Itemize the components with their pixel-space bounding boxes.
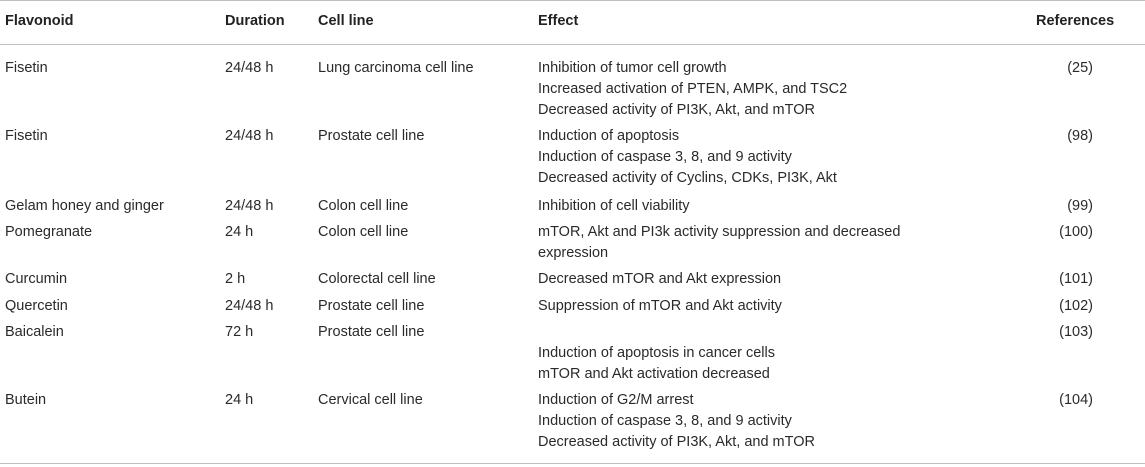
flavonoid-cell: Gelam honey and ginger [5,198,164,214]
effect-cell: Inhibition of cell viability [538,196,690,217]
flavonoid-cell: Curcumin [5,271,68,287]
effect-cell: Decreased mTOR and Akt expression [538,269,781,290]
cell-line-cell: Lung carcinoma cell line [318,60,474,76]
effect-line: mTOR, Akt and PI3k activity suppression … [538,224,901,240]
flavonoid-cell: Baicalein [5,324,64,340]
effect-line: Inhibition of tumor cell growth [538,60,727,76]
effect-line: Induction of apoptosis in cancer cells [538,345,775,361]
reference-cell: (100) [1059,224,1093,240]
effect-cell: Induction of G2/M arrest Induction of ca… [538,390,815,453]
duration-cell: 24 h [225,392,254,408]
reference-cell: (25) [1067,60,1093,76]
reference-cell: (102) [1059,298,1093,314]
effect-cell: Suppression of mTOR and Akt activity [538,296,782,317]
flavonoid-cell: Fisetin [5,128,48,144]
cell-line-cell: Cervical cell line [318,392,423,408]
flavonoid-cell: Fisetin [5,60,48,76]
duration-cell: 24/48 h [225,298,274,314]
header-flavonoid: Flavonoid [5,13,74,29]
duration-cell: 24/48 h [225,198,274,214]
reference-cell: (99) [1067,198,1093,214]
header-effect: Effect [538,13,579,29]
effect-line: Induction of apoptosis [538,128,680,144]
reference-cell: (101) [1059,271,1093,287]
header-duration: Duration [225,13,285,29]
header-references: References [1036,13,1115,29]
effect-cell: Inhibition of tumor cell growth Increase… [538,58,847,121]
cell-line-cell: Prostate cell line [318,128,425,144]
flavonoid-cell: Quercetin [5,298,68,314]
reference-cell: (104) [1059,392,1093,408]
top-rule [0,0,1145,1]
cell-line-cell: Colorectal cell line [318,271,436,287]
reference-cell: (98) [1067,128,1093,144]
effect-line: expression [538,245,609,261]
effect-line: Inhibition of cell viability [538,198,690,214]
header-cell-line: Cell line [318,13,374,29]
effect-line: Suppression of mTOR and Akt activity [538,298,782,314]
effect-line: Induction of caspase 3, 8, and 9 activit… [538,413,792,429]
flavonoid-cell: Butein [5,392,47,408]
effect-line: Induction of caspase 3, 8, and 9 activit… [538,149,792,165]
flavonoid-cell: Pomegranate [5,224,93,240]
effect-line: Decreased activity of PI3K, Akt, and mTO… [538,434,815,450]
duration-cell: 24/48 h [225,60,274,76]
header-rule [0,44,1145,45]
effect-cell: Induction of apoptosis in cancer cells m… [538,322,775,385]
effect-cell: Induction of apoptosis Induction of casp… [538,126,837,189]
cell-line-cell: Colon cell line [318,198,409,214]
effect-line: Increased activation of PTEN, AMPK, and … [538,81,848,97]
reference-cell: (103) [1059,324,1093,340]
effect-line: mTOR and Akt activation decreased [538,366,770,382]
effect-line: Decreased activity of Cyclins, CDKs, PI3… [538,170,837,186]
cell-line-cell: Prostate cell line [318,298,425,314]
duration-cell: 2 h [225,271,246,287]
effect-line: Induction of G2/M arrest [538,392,694,408]
effect-line [538,322,775,343]
duration-cell: 24 h [225,224,254,240]
duration-cell: 72 h [225,324,254,340]
duration-cell: 24/48 h [225,128,274,144]
effect-line: Decreased mTOR and Akt expression [538,271,782,287]
cell-line-cell: Colon cell line [318,224,409,240]
effect-cell: mTOR, Akt and PI3k activity suppression … [538,222,900,264]
bottom-rule [0,463,1145,464]
cell-line-cell: Prostate cell line [318,324,425,340]
effect-line: Decreased activity of PI3K, Akt, and mTO… [538,102,815,118]
